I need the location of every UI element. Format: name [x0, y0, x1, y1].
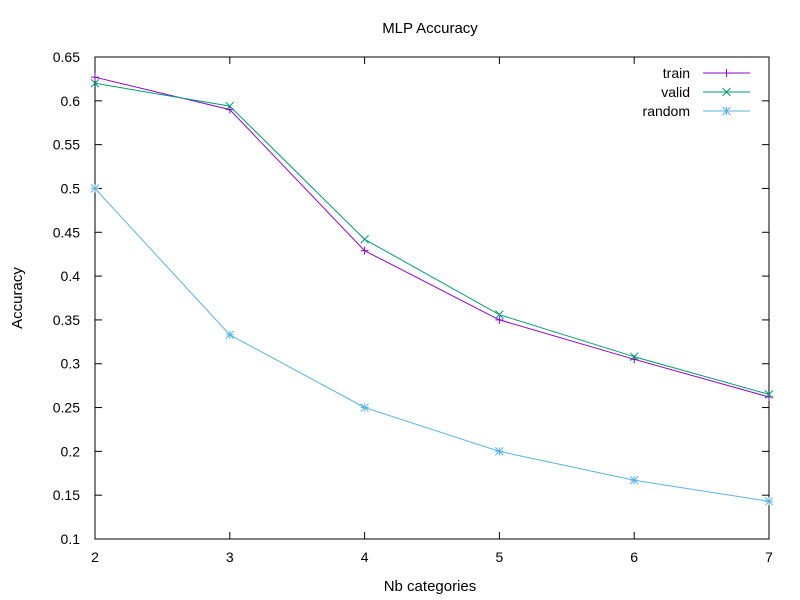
x-tick-label: 6: [630, 549, 638, 565]
x-tick-label: 2: [91, 549, 99, 565]
data-point-train: [360, 246, 369, 255]
data-point-valid: [90, 78, 100, 88]
data-point-valid: [764, 390, 774, 399]
legend-marker-valid: [722, 87, 731, 97]
legend-label-valid: valid: [661, 84, 690, 100]
y-tick-label: 0.6: [61, 93, 81, 109]
x-axis-label: Nb categories: [384, 578, 477, 595]
y-tick-label: 0.3: [61, 356, 81, 372]
x-tick-label: 4: [361, 549, 369, 565]
legend: train valid random: [643, 65, 750, 119]
x-tick-label: 3: [226, 549, 234, 565]
y-axis-label: Accuracy: [9, 267, 26, 329]
data-point-train: [495, 315, 504, 324]
data-point-valid: [495, 310, 504, 320]
data-point-valid: [360, 234, 369, 244]
x-tick-label: 7: [765, 549, 773, 565]
axis-ticks: 0.1 0.15 0.2 0.25 0.3 0.35 0.4 0.45 0.5 0.55 0.6 0.…: [53, 49, 773, 565]
legend-label-random: random: [643, 103, 690, 119]
data-point-random: [764, 496, 774, 506]
data-point-random: [90, 184, 100, 193]
data-point-train: [91, 73, 99, 82]
chart-title: MLP Accuracy: [382, 20, 478, 37]
legend-label-train: train: [663, 65, 690, 81]
y-tick-label: 0.1: [61, 531, 81, 547]
legend-marker-train: [722, 69, 731, 77]
data-point-valid: [629, 352, 639, 362]
data-point-train: [225, 105, 234, 114]
series-line-train: [94, 76, 770, 398]
series-line-valid: [94, 82, 770, 395]
y-tick-label: 0.35: [53, 312, 80, 328]
data-point-random: [225, 330, 235, 340]
y-tick-label: 0.5: [61, 180, 81, 196]
y-tick-label: 0.65: [53, 49, 80, 65]
data-point-valid: [225, 101, 235, 111]
y-tick-label: 0.15: [53, 487, 80, 503]
data-point-random: [360, 403, 369, 412]
y-tick-label: 0.4: [61, 268, 81, 284]
y-tick-label: 0.2: [61, 443, 81, 459]
series-line-random: [94, 188, 770, 502]
y-tick-label: 0.45: [53, 224, 80, 240]
data-point-random: [629, 475, 639, 485]
series-group: [90, 73, 774, 506]
plot-frame: [94, 56, 770, 540]
x-tick-label: 5: [496, 549, 504, 565]
y-tick-label: 0.25: [53, 400, 80, 416]
data-point-random: [495, 447, 504, 456]
legend-marker-random: [722, 106, 731, 116]
y-tick-label: 0.55: [53, 137, 80, 153]
